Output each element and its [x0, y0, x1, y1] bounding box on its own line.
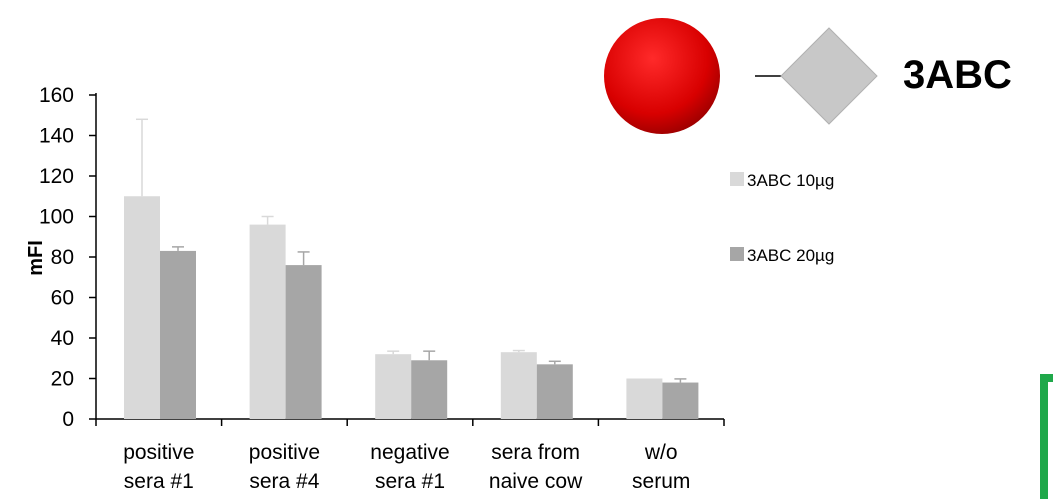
legend-swatch — [730, 172, 744, 186]
legend: 3ABC 10µg 3ABC 20µg — [730, 171, 834, 265]
bar — [662, 382, 699, 419]
category-label: sera #1 — [124, 470, 194, 493]
bar — [285, 265, 322, 419]
category-labels: positive sera #1 positive sera #4 negative se… — [123, 441, 690, 493]
category-label: negative — [370, 441, 449, 464]
category-label: w/o — [644, 441, 678, 464]
red-sphere-icon — [604, 18, 720, 134]
bar — [536, 364, 573, 419]
bar — [249, 224, 286, 419]
bar — [375, 354, 412, 419]
bars — [124, 196, 699, 419]
category-label: positive — [123, 441, 194, 464]
legend-swatch — [730, 247, 744, 261]
bar — [500, 352, 537, 419]
category-label: positive — [249, 441, 320, 464]
bar — [626, 378, 663, 419]
y-axis-label: mFI — [25, 240, 47, 276]
y-tick-label: 160 — [39, 84, 74, 107]
antigen-icon — [604, 18, 878, 134]
category-label: naive cow — [489, 470, 583, 493]
category-label: sera from — [491, 441, 580, 464]
y-tick-label: 20 — [51, 368, 74, 391]
legend-label: 3ABC 20µg — [747, 246, 834, 265]
category-label: serum — [632, 470, 690, 493]
y-tick-label: 40 — [51, 327, 74, 350]
y-tick-label: 120 — [39, 165, 74, 188]
bar — [160, 250, 196, 419]
bar — [124, 196, 160, 419]
category-label: sera #4 — [249, 470, 319, 493]
bar — [411, 360, 448, 419]
y-tick-label: 80 — [51, 246, 74, 269]
green-edge-inner — [1048, 382, 1053, 499]
y-tick-label: 60 — [51, 287, 74, 310]
y-tick-label: 140 — [39, 125, 74, 148]
legend-label: 3ABC 10µg — [747, 171, 834, 190]
y-tick-label: 100 — [39, 206, 74, 229]
category-label: sera #1 — [375, 470, 445, 493]
y-tick-label: 0 — [62, 408, 74, 431]
y-ticks: 0 20 40 60 80 100 120 140 160 — [39, 84, 96, 431]
grey-diamond-icon — [780, 27, 878, 125]
x-ticks — [95, 419, 725, 426]
chart-title: 3ABC — [903, 53, 1012, 97]
error-bars — [136, 118, 687, 383]
